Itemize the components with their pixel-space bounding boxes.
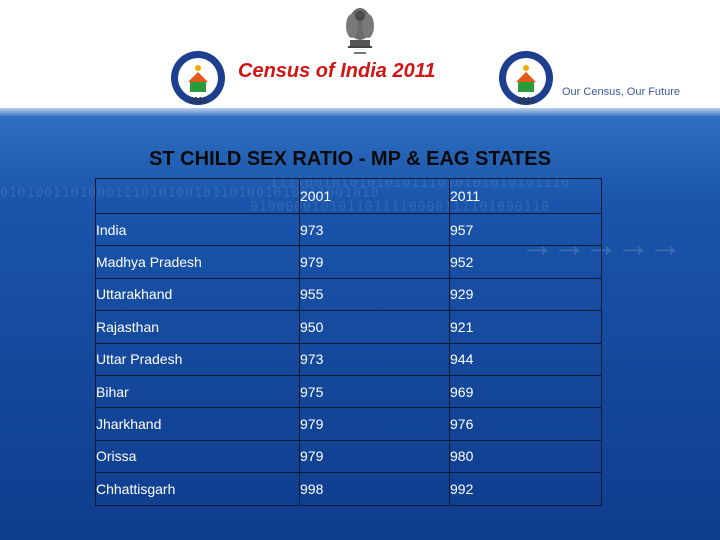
value-2001: 979 [299, 407, 450, 441]
value-2011: 929 [449, 277, 602, 312]
state-name: Bihar [95, 374, 300, 409]
value-2011: 969 [449, 374, 602, 409]
table-header-row: 2001 2011 [95, 178, 602, 214]
state-name: Uttar Pradesh [95, 342, 300, 376]
table-row: Madhya Pradesh 979 952 [95, 245, 602, 279]
value-2001: 973 [299, 342, 450, 376]
state-name: Orissa [95, 439, 300, 474]
header-cell-2001: 2001 [299, 178, 450, 214]
logo-year-left: 2011 [189, 96, 207, 105]
header-divider [0, 108, 720, 116]
state-name: Chhattisgarh [95, 472, 300, 506]
value-2011: 952 [449, 245, 602, 279]
table-row: Bihar 975 969 [95, 374, 602, 409]
national-emblem-icon [346, 8, 374, 54]
census-logo-icon [171, 51, 225, 105]
state-name: Rajasthan [95, 310, 300, 344]
logo-year-right: 2011 [517, 96, 535, 105]
state-name: Madhya Pradesh [95, 245, 300, 279]
value-2001: 979 [299, 439, 450, 474]
value-2001: 979 [299, 245, 450, 279]
value-2001: 998 [299, 472, 450, 506]
state-name: India [95, 212, 300, 247]
value-2001: 975 [299, 374, 450, 409]
value-2011: 921 [449, 310, 602, 344]
value-2011: 957 [449, 212, 602, 247]
header-title: Census of India 2011 [238, 60, 436, 82]
table-row: Rajasthan 950 921 [95, 310, 602, 344]
census-logo-icon [499, 51, 553, 105]
value-2001: 955 [299, 277, 450, 312]
table-row: Jharkhand 979 976 [95, 407, 602, 441]
sex-ratio-table: 2001 2011 India 973 957 Madhya Pradesh 9… [95, 178, 602, 506]
value-2001: 973 [299, 212, 450, 247]
table-row: Uttar Pradesh 973 944 [95, 342, 602, 376]
slide-title: ST CHILD SEX RATIO - MP & EAG STATES [149, 148, 551, 170]
header-cell-2011: 2011 [449, 178, 602, 214]
table-row: Uttarakhand 955 929 [95, 277, 602, 312]
table-row: Orissa 979 980 [95, 439, 602, 474]
value-2011: 980 [449, 439, 602, 474]
value-2011: 992 [449, 472, 602, 506]
state-name: Jharkhand [95, 407, 300, 441]
table-row: Chhattisgarh 998 992 [95, 472, 602, 506]
state-name: Uttarakhand [95, 277, 300, 312]
value-2011: 944 [449, 342, 602, 376]
value-2011: 976 [449, 407, 602, 441]
tagline: Our Census, Our Future [562, 86, 680, 98]
value-2001: 950 [299, 310, 450, 344]
table-row: India 973 957 [95, 212, 602, 247]
header-cell-state [95, 178, 300, 214]
